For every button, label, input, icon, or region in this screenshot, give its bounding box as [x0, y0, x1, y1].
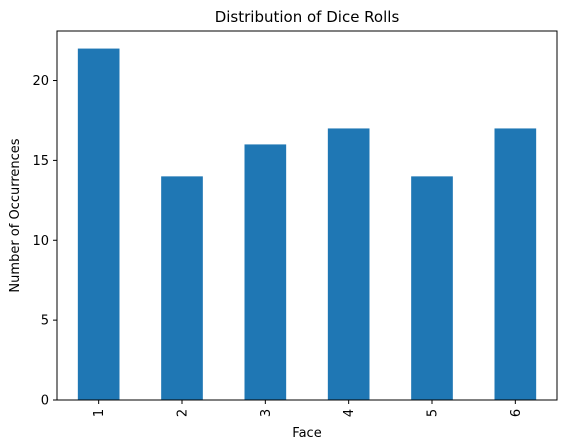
x-tick-label: 4	[342, 409, 357, 417]
x-tick-label: 6	[509, 409, 524, 417]
y-tick-label: 0	[41, 394, 49, 409]
plot-frame	[56, 30, 558, 401]
bar-face-3	[244, 144, 287, 400]
y-tick-label: 15	[32, 154, 49, 169]
x-axis-label: Face	[292, 426, 321, 441]
y-tick-label: 20	[32, 74, 49, 89]
x-axis-ticks: 1 2 3 4 5 6	[92, 400, 524, 417]
x-tick-label: 1	[92, 409, 107, 417]
bar-face-6	[494, 128, 537, 400]
bar-face-5	[411, 176, 453, 400]
bars-group	[77, 48, 537, 400]
x-tick-label: 5	[426, 409, 441, 417]
x-tick-label: 2	[176, 409, 191, 417]
y-axis-label: Number of Occurrences	[8, 138, 23, 292]
y-tick-label: 5	[41, 314, 49, 329]
bar-face-1	[77, 48, 120, 400]
y-tick-label: 10	[32, 234, 49, 249]
bar-face-4	[327, 128, 370, 400]
x-tick-label: 3	[259, 409, 274, 417]
y-axis-ticks: 0 5 10 15 20	[32, 74, 57, 409]
chart-title: Distribution of Dice Rolls	[215, 8, 400, 26]
bar-face-2	[161, 176, 203, 400]
